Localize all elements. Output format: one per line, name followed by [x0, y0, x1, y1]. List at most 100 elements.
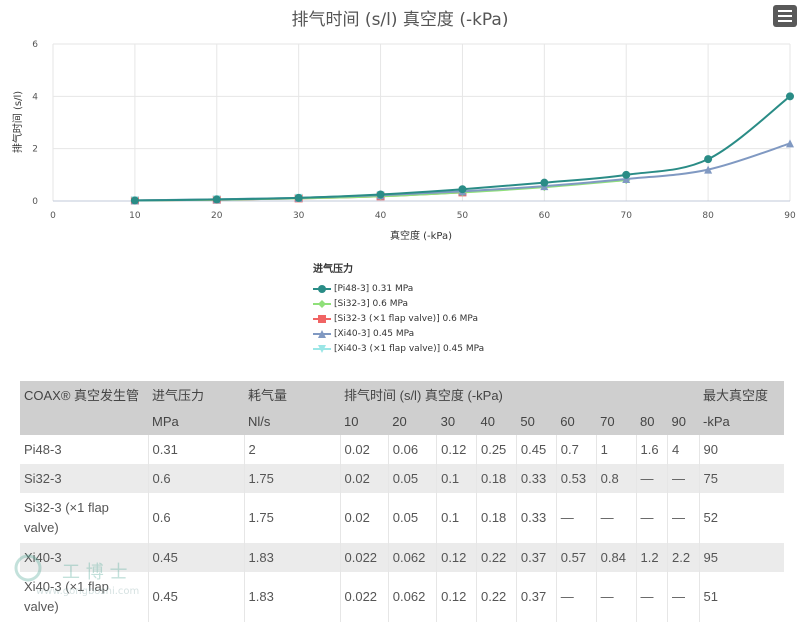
table-cell: 耗气量	[244, 381, 340, 408]
y-axis-label: 排气时间 (s/l)	[11, 91, 24, 153]
data-point	[318, 314, 326, 323]
series-0	[130, 92, 794, 205]
table-cell: 0.12	[436, 543, 477, 572]
table-cell: —	[636, 464, 669, 493]
table-cell: —	[667, 572, 700, 622]
y-tick-label: 2	[32, 145, 38, 155]
table-cell: 75	[699, 464, 784, 493]
data-point	[318, 299, 326, 308]
x-axis-label: 真空度 (-kPa)	[390, 229, 452, 242]
table-cell: 0.06	[388, 435, 438, 464]
chart-plot: 0 10 20 30 40 50 60 70 80 90 0 2 4 6 排气时间 (s/l) 真空度 (…	[11, 40, 796, 242]
table-cell: 90	[667, 408, 700, 435]
x-tick-label: 0	[50, 211, 56, 221]
data-point	[704, 165, 713, 174]
table-cell: 1.2	[636, 543, 669, 572]
data-point	[318, 344, 326, 353]
legend-item[interactable]: [Si32-3 (×1 flap valve)] 0.6 MPa	[313, 311, 484, 326]
table-cell: 0.45	[148, 543, 245, 572]
legend-item[interactable]: [Xi40-3 (×1 flap valve)] 0.45 MPa	[313, 341, 484, 356]
table-cell: —	[667, 464, 700, 493]
legend-label: [Si32-3] 0.6 MPa	[334, 298, 408, 309]
legend-item[interactable]: [Si32-3] 0.6 MPa	[313, 296, 484, 311]
table-cell: 1	[596, 435, 637, 464]
watermark: 工 博 士 www.gongboshi.com	[14, 546, 144, 616]
legend-marker	[313, 314, 331, 323]
table-cell: 0.05	[388, 464, 438, 493]
table-cell: —	[667, 493, 700, 543]
table-cell: 0.18	[476, 493, 517, 543]
y-tick-label: 6	[32, 40, 38, 50]
data-point	[704, 155, 713, 164]
svg-text:工 博 士: 工 博 士	[62, 562, 127, 583]
x-tick-label: 20	[211, 211, 223, 221]
table-cell: 0.022	[340, 543, 389, 572]
data-point	[212, 195, 221, 204]
table-cell: COAX® 真空发生管	[20, 381, 148, 408]
legend-marker	[313, 329, 331, 338]
chart-title: 排气时间 (s/l) 真空度 (-kPa)	[291, 10, 509, 30]
table-cell: 51	[699, 572, 784, 622]
x-tick-label: 30	[293, 211, 305, 221]
x-tick-label: 70	[620, 211, 632, 221]
axes: 0 10 20 30 40 50 60 70 80 90 0 2 4 6	[32, 40, 796, 221]
x-tick-label: 10	[129, 211, 141, 221]
table-cell: 95	[699, 543, 784, 572]
grid-lines	[52, 43, 791, 201]
legend-title: 进气压力	[313, 264, 353, 275]
table-cell: 0.45	[516, 435, 557, 464]
table-cell: 52	[699, 493, 784, 543]
table-header-row: MPa Nl/s 10 20 30 40 50 60 70 80 90 -kPa	[20, 408, 784, 435]
table-header-row: COAX® 真空发生管 进气压力 耗气量 排气时间 (s/l) 真空度 (-kPa) 最…	[20, 381, 784, 408]
table-row: Xi40-3 0.45 1.83 0.022 0.062 0.12 0.22 0.37 0.57…	[20, 543, 784, 572]
watermark-logo: 工 博 士	[14, 554, 127, 583]
legend-item[interactable]: [Xi40-3] 0.45 MPa	[313, 326, 484, 341]
data-point	[622, 175, 631, 184]
table-cell: Nl/s	[244, 408, 340, 435]
table-cell: Xi40-3 (×1 flap valve)	[20, 572, 149, 622]
table-cell: 0.53	[556, 464, 597, 493]
table-cell: 60	[556, 408, 597, 435]
table-cell: Si32-3	[20, 464, 149, 493]
legend: 进气压力 [Pi48-3] 0.31 MPa [Si32-3] 0.6 MPa [S…	[313, 260, 484, 356]
table-cell: 排气时间 (s/l) 真空度 (-kPa)	[340, 381, 700, 408]
legend-label: [Pi48-3] 0.31 MPa	[334, 283, 414, 294]
table-cell: 20	[388, 408, 437, 435]
data-point	[376, 190, 385, 199]
x-tick-label: 60	[539, 211, 551, 221]
table-cell: Pi48-3	[20, 435, 149, 464]
table-cell: 0.05	[388, 493, 438, 543]
table-cell: 0.25	[476, 435, 517, 464]
table-cell: —	[596, 493, 637, 543]
table-cell: 0.8	[596, 464, 637, 493]
table-cell: 10	[340, 408, 389, 435]
data-point	[622, 170, 631, 179]
hamburger-menu-icon[interactable]	[773, 5, 797, 27]
table-cell: 0.6	[148, 464, 245, 493]
table-cell: 0.18	[476, 464, 517, 493]
table-cell: 2	[244, 435, 341, 464]
table-cell: 0.12	[436, 435, 477, 464]
data-point	[318, 284, 326, 293]
legend-marker	[313, 299, 331, 308]
table-cell: -kPa	[699, 408, 784, 435]
x-tick-label: 50	[457, 211, 469, 221]
table-cell: 2.2	[667, 543, 700, 572]
legend-item[interactable]: [Pi48-3] 0.31 MPa	[313, 281, 484, 296]
table-cell	[20, 408, 148, 435]
table-cell: —	[556, 493, 597, 543]
table-row: Xi40-3 (×1 flap valve) 0.45 1.83 0.022 0.062…	[20, 572, 784, 622]
table-cell: 0.022	[340, 572, 389, 622]
table-row: Si32-3 (×1 flap valve) 0.6 1.75 0.02 0.05 0.1…	[20, 493, 784, 543]
table-cell: 1.75	[244, 464, 341, 493]
table-cell: 1.75	[244, 493, 341, 543]
table-cell: 0.1	[436, 464, 477, 493]
table-cell: 70	[596, 408, 637, 435]
table-cell: 0.84	[596, 543, 637, 572]
table-cell: MPa	[148, 408, 244, 435]
table-cell: 90	[699, 435, 784, 464]
table-cell: —	[596, 572, 637, 622]
table-row: Si32-3 0.6 1.75 0.02 0.05 0.1 0.18 0.33 0.53 0.8—…	[20, 464, 784, 493]
table-cell: 50	[516, 408, 557, 435]
table-cell: 进气压力	[148, 381, 244, 408]
